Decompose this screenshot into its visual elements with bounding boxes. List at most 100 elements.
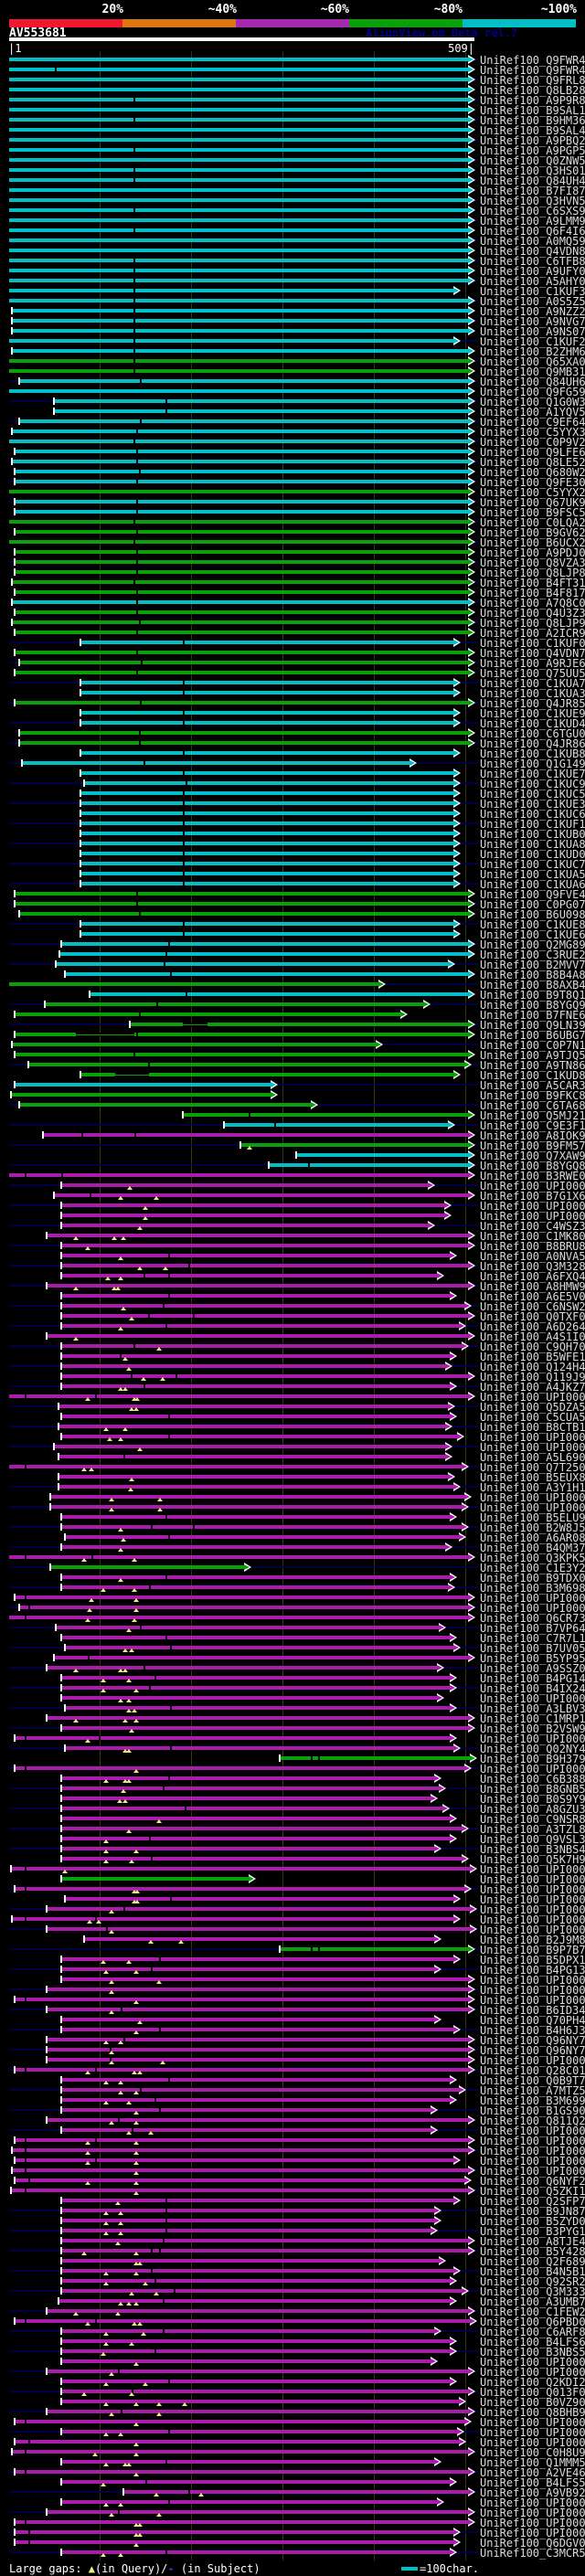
hit-label[interactable]: UniRef100_C6ARF8 bbox=[480, 2326, 585, 2338]
hit-label[interactable]: UniRef100_B5YP95 bbox=[480, 1652, 585, 1665]
hsp-bar[interactable] bbox=[61, 1224, 428, 1227]
hit-label[interactable]: UniRef100_C1MK80 bbox=[480, 1230, 585, 1243]
hsp-bar[interactable] bbox=[61, 2400, 459, 2403]
hsp-bar[interactable] bbox=[47, 1334, 468, 1338]
hit-label[interactable]: UniRef100_UPI000.. bbox=[480, 2426, 585, 2439]
hit-label[interactable]: UniRef100_B0S9Y9 bbox=[480, 1793, 585, 1806]
hsp-bar[interactable] bbox=[61, 1957, 453, 1961]
hsp-bar[interactable] bbox=[15, 570, 468, 574]
hsp-bar[interactable] bbox=[50, 1505, 462, 1509]
hsp-bar[interactable] bbox=[280, 1756, 470, 1760]
hsp-bar[interactable] bbox=[54, 409, 468, 413]
hsp-bar[interactable] bbox=[9, 369, 468, 373]
hit-label[interactable]: UniRef100_Q4JR85 bbox=[480, 697, 585, 710]
hsp-bar[interactable] bbox=[19, 1606, 468, 1609]
hit-label[interactable]: UniRef100_B8YGQ8 bbox=[480, 1160, 585, 1172]
hsp-bar[interactable] bbox=[224, 1123, 448, 1127]
hit-label[interactable]: UniRef100_B7VP64 bbox=[480, 1622, 585, 1635]
hsp-bar[interactable] bbox=[61, 1847, 434, 1850]
hit-label[interactable]: UniRef100_A6AR08 bbox=[480, 1532, 585, 1544]
hsp-bar[interactable] bbox=[84, 781, 453, 785]
hit-label[interactable]: UniRef100_B7UV05 bbox=[480, 1642, 585, 1655]
hsp-bar[interactable] bbox=[61, 2329, 434, 2333]
hsp-bar[interactable] bbox=[61, 942, 468, 946]
hsp-bar[interactable] bbox=[61, 1696, 437, 1700]
hit-label[interactable]: UniRef100_UPI000.. bbox=[480, 1913, 585, 1926]
hsp-bar[interactable] bbox=[80, 751, 453, 755]
hsp-bar[interactable] bbox=[61, 1244, 468, 1247]
hit-label[interactable]: UniRef100_A3UMB7 bbox=[480, 2295, 585, 2308]
hsp-bar[interactable] bbox=[61, 1314, 468, 1318]
hit-label[interactable]: UniRef100_Q013F0 bbox=[480, 2386, 585, 2399]
hsp-bar[interactable] bbox=[80, 922, 453, 926]
hit-label[interactable]: UniRef100_C1KUC5 bbox=[480, 788, 585, 800]
hsp-bar[interactable] bbox=[15, 560, 468, 564]
hsp-bar[interactable] bbox=[15, 2440, 459, 2443]
hsp-bar[interactable] bbox=[19, 419, 468, 423]
hsp-bar[interactable] bbox=[61, 1274, 437, 1277]
hit-label[interactable]: UniRef100_C1KUA6 bbox=[480, 878, 585, 891]
hit-label[interactable]: UniRef100_C1KUE7 bbox=[480, 768, 585, 780]
hit-label[interactable]: UniRef100_B9GV62 bbox=[480, 526, 585, 539]
hsp-bar[interactable] bbox=[9, 982, 378, 986]
hit-label[interactable]: UniRef100_C0P7N1 bbox=[480, 1039, 585, 1052]
hsp-bar[interactable] bbox=[123, 2490, 468, 2494]
hsp-bar[interactable] bbox=[61, 1525, 462, 1529]
hit-label[interactable]: UniRef100_B9T8Q1 bbox=[480, 989, 585, 1002]
hsp-bar[interactable] bbox=[9, 118, 468, 122]
hit-label[interactable]: UniRef100_Q5K7H9 bbox=[480, 1853, 585, 1866]
hsp-bar[interactable] bbox=[11, 1867, 470, 1871]
hit-label[interactable]: UniRef100_A3LBV3 bbox=[480, 1702, 585, 1715]
hsp-bar[interactable] bbox=[9, 228, 468, 232]
hsp-bar[interactable] bbox=[80, 872, 453, 875]
hit-label[interactable]: UniRef100_UPI000.. bbox=[480, 1180, 585, 1193]
hit-label[interactable]: UniRef100_B9FKC8 bbox=[480, 1089, 585, 1102]
hit-label[interactable]: UniRef100_Q96NY7-2 bbox=[480, 2034, 585, 2047]
hit-label[interactable]: UniRef100_A9VB92 bbox=[480, 2486, 585, 2499]
hit-label[interactable]: UniRef100_UPI000.. bbox=[480, 2436, 585, 2449]
hit-label[interactable]: UniRef100_UPI000.. bbox=[480, 1733, 585, 1745]
hit-label[interactable]: UniRef100_Q6NYF2 bbox=[480, 2175, 585, 2188]
hit-label[interactable]: UniRef100_B4FT31 bbox=[480, 577, 585, 589]
hsp-bar[interactable] bbox=[9, 138, 468, 142]
hit-label[interactable]: UniRef100_B7FI87 bbox=[480, 185, 585, 197]
hsp-bar[interactable] bbox=[47, 1907, 470, 1911]
hsp-bar[interactable] bbox=[9, 198, 468, 202]
hsp-bar[interactable] bbox=[80, 932, 453, 936]
hsp-bar[interactable] bbox=[54, 1656, 468, 1659]
hsp-bar[interactable] bbox=[47, 1927, 470, 1931]
hit-label[interactable]: UniRef100_B9FSC5 bbox=[480, 506, 585, 519]
hsp-bar[interactable] bbox=[9, 1555, 468, 1559]
hsp-bar[interactable] bbox=[61, 1967, 434, 1971]
hit-label[interactable]: UniRef100_Q5ZKI1 bbox=[480, 2185, 585, 2198]
hsp-bar[interactable] bbox=[47, 2118, 468, 2122]
hit-label[interactable]: UniRef100_B8YGQ9 bbox=[480, 999, 585, 1012]
hsp-bar[interactable] bbox=[65, 972, 468, 976]
hit-label[interactable]: UniRef100_Q9FVE4 bbox=[480, 888, 585, 901]
hsp-bar[interactable] bbox=[58, 1475, 448, 1479]
hsp-bar[interactable] bbox=[61, 2249, 468, 2253]
hsp-bar[interactable] bbox=[9, 540, 468, 544]
hsp-bar[interactable] bbox=[80, 711, 453, 715]
hsp-bar[interactable] bbox=[61, 1344, 462, 1348]
hsp-bar[interactable] bbox=[61, 1807, 442, 1810]
hsp-bar[interactable] bbox=[61, 2339, 450, 2343]
hit-label[interactable]: UniRef100_A8GZU3 bbox=[480, 1803, 585, 1816]
hit-label[interactable]: UniRef100_Q9LN39 bbox=[480, 1019, 585, 1032]
hsp-bar[interactable] bbox=[9, 520, 468, 524]
hsp-bar[interactable] bbox=[61, 2259, 439, 2263]
hit-label[interactable]: UniRef100_UPI000.. bbox=[480, 1592, 585, 1605]
hit-label[interactable]: UniRef100_B2VSW9 bbox=[480, 1723, 585, 1735]
hsp-bar[interactable] bbox=[61, 2239, 468, 2242]
hit-label[interactable]: UniRef100_UPI000.. bbox=[480, 1501, 585, 1514]
hit-label[interactable]: UniRef100_Q9FWR4 bbox=[480, 54, 585, 67]
hit-label[interactable]: UniRef100_UPI000.. bbox=[480, 1441, 585, 1454]
hit-label[interactable]: UniRef100_Q6F4I6 bbox=[480, 225, 585, 238]
hit-label[interactable]: UniRef100_B3M698 bbox=[480, 1582, 585, 1595]
hsp-bar[interactable] bbox=[9, 279, 468, 282]
hsp-bar[interactable] bbox=[9, 148, 468, 152]
hit-label[interactable]: UniRef100_C1KUC7 bbox=[480, 858, 585, 871]
hit-label[interactable]: UniRef100_Q1MMM5 bbox=[480, 2456, 585, 2469]
hit-label[interactable]: UniRef100_B5ELU9 bbox=[480, 1511, 585, 1524]
hsp-bar[interactable] bbox=[12, 600, 468, 604]
